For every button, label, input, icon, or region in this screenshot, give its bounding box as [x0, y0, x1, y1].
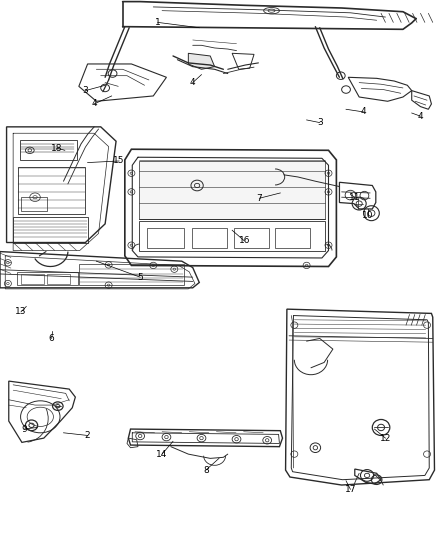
Bar — [139, 161, 325, 219]
Text: 18: 18 — [51, 144, 63, 152]
Text: 15: 15 — [113, 157, 125, 165]
Bar — [234, 228, 269, 248]
Text: 12: 12 — [380, 434, 391, 442]
Text: 17: 17 — [345, 485, 356, 494]
Bar — [79, 264, 184, 285]
Text: 4: 4 — [190, 78, 195, 87]
Bar — [13, 217, 88, 243]
Text: 4: 4 — [361, 108, 366, 116]
Bar — [275, 228, 310, 248]
Text: 2: 2 — [85, 431, 90, 440]
Text: 16: 16 — [239, 237, 250, 245]
Bar — [17, 272, 78, 285]
Text: 4: 4 — [92, 100, 97, 108]
Bar — [21, 274, 44, 284]
Text: 6: 6 — [49, 334, 55, 343]
Text: 1: 1 — [155, 18, 161, 27]
Bar — [20, 140, 77, 160]
Text: 7: 7 — [256, 194, 262, 203]
Text: 4: 4 — [418, 112, 423, 120]
Text: 5: 5 — [137, 273, 143, 281]
Text: 10: 10 — [362, 212, 374, 220]
Bar — [47, 274, 70, 284]
Text: 13: 13 — [15, 308, 27, 316]
Bar — [21, 197, 47, 211]
Bar — [192, 228, 227, 248]
Bar — [147, 228, 184, 248]
Text: 11: 11 — [349, 193, 360, 201]
Text: 3: 3 — [82, 86, 88, 95]
Text: 3: 3 — [317, 118, 323, 127]
Text: 9: 9 — [21, 425, 27, 433]
Bar — [18, 167, 85, 214]
Bar — [139, 221, 325, 251]
Text: 8: 8 — [203, 466, 209, 474]
Polygon shape — [188, 53, 215, 69]
Text: 14: 14 — [156, 450, 168, 458]
